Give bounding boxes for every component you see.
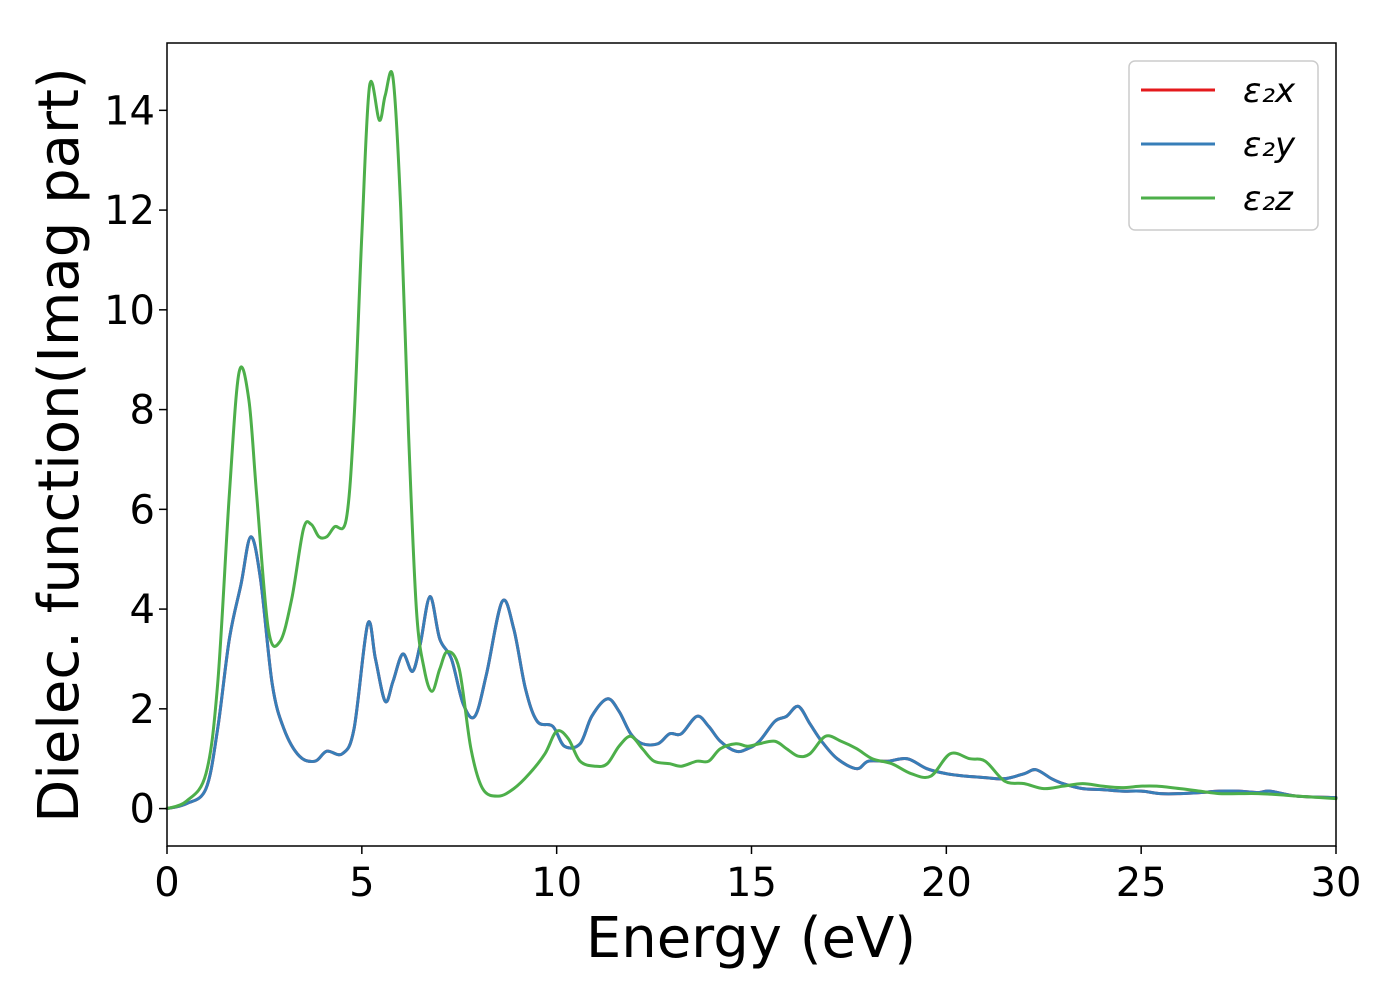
y-tick-label: 12 (104, 188, 155, 234)
x-tick-label: 30 (1311, 860, 1362, 906)
x-tick-label: 20 (921, 860, 972, 906)
y-tick-label: 8 (130, 388, 155, 434)
legend-label-2: ε₂y (1243, 125, 1296, 165)
y-tick-label: 14 (104, 88, 155, 134)
y-tick-label: 6 (130, 487, 155, 533)
series-layer (165, 70, 1338, 811)
y-tick-label: 4 (130, 587, 155, 633)
y-axis-label: Dielec. function(Imag part) (27, 67, 92, 823)
x-tick-label: 0 (154, 860, 179, 906)
y-axis-ticks: 0 2 4 6 8 10 12 14 (104, 88, 167, 833)
series-line-2 (165, 535, 1338, 811)
legend-box (1128, 60, 1319, 231)
y-tick-label: 2 (130, 687, 155, 733)
x-axis-label: Energy (eV) (586, 906, 916, 971)
legend-label-1: ε₂x (1243, 71, 1296, 111)
y-tick-label: 0 (130, 787, 155, 833)
x-tick-label: 15 (726, 860, 777, 906)
x-tick-label: 5 (349, 860, 374, 906)
legend: ε₂x ε₂y ε₂z (1128, 60, 1319, 231)
series-line-3 (165, 70, 1338, 811)
x-axis-ticks: 0 5 10 15 20 25 30 (154, 846, 1361, 906)
x-tick-label: 10 (531, 860, 582, 906)
x-tick-label: 25 (1116, 860, 1167, 906)
y-tick-label: 10 (104, 288, 155, 334)
legend-label-3: ε₂z (1243, 179, 1294, 219)
